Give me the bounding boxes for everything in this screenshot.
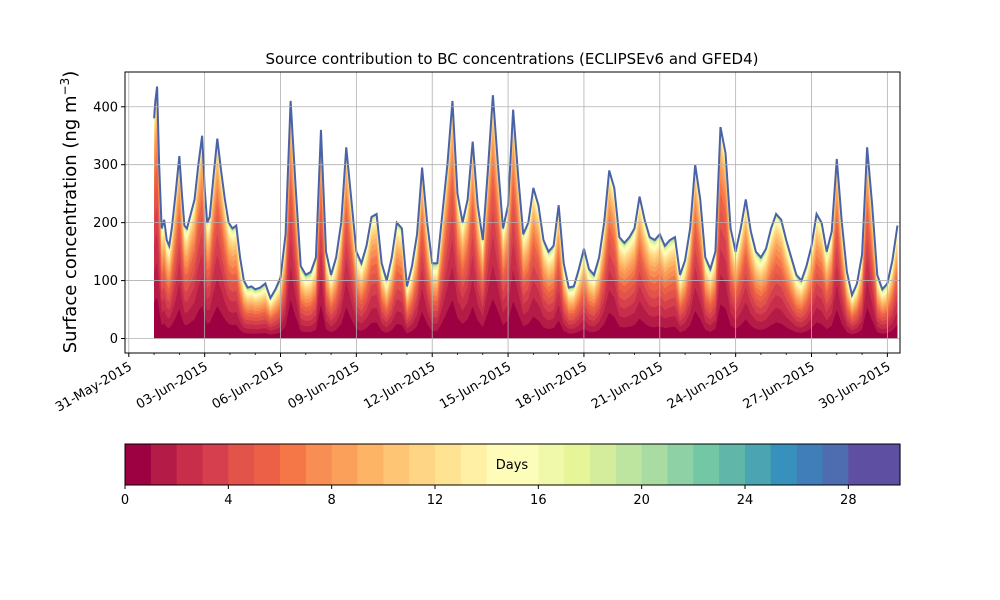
colorbar-cell — [874, 444, 901, 485]
plot-area: 31-May-2015 03-Jun-2015 06-Jun-2015 09-Jun-… — [53, 71, 901, 415]
stacked-area-layers — [154, 86, 898, 339]
x-tick-label: 18-Jun-2015 — [513, 359, 590, 412]
colorbar-cell — [745, 444, 772, 485]
total-concentration-line — [153, 86, 899, 301]
y-axis-label-main: Surface concentration (ng m — [60, 95, 81, 353]
colorbar-cell — [409, 444, 436, 485]
colorbar-frame — [124, 443, 901, 486]
plot-frame — [124, 71, 901, 354]
x-tick-label: 15-Jun-2015 — [437, 359, 514, 412]
colorbar-cell — [254, 444, 281, 485]
colorbar-cell — [615, 444, 643, 485]
colorbar-tick-label: 8 — [328, 493, 336, 508]
x-tick-label: 31-May-2015 — [53, 359, 135, 415]
y-axis-label-sup: −3 — [58, 78, 72, 96]
x-tick-label: 30-Jun-2015 — [817, 359, 894, 412]
colorbar-tick-label: 28 — [840, 493, 857, 508]
colorbar-cell — [357, 444, 384, 485]
y-tick-label: 300 — [93, 158, 118, 173]
colorbar-tick-label: 16 — [530, 493, 547, 508]
colorbar-cell — [667, 444, 694, 485]
colorbar-cell — [564, 444, 591, 485]
y-axis-label: Surface concentration (ng m−3) — [58, 71, 81, 354]
x-tick-label: 06-Jun-2015 — [210, 359, 287, 412]
colorbar-cell — [848, 444, 875, 485]
x-tick-label: 21-Jun-2015 — [589, 359, 666, 412]
colorbar-tick-label: 4 — [224, 493, 232, 508]
y-axis-label-close: ) — [60, 71, 81, 78]
colorbar-cell — [822, 444, 849, 485]
x-tick-label: 09-Jun-2015 — [286, 359, 363, 412]
colorbar-cell — [383, 444, 410, 485]
colorbar-ticks: 0 4 8 12 16 20 24 28 — [121, 485, 857, 508]
x-tick-label: 24-Jun-2015 — [665, 359, 742, 412]
colorbar-label: Days — [496, 458, 529, 473]
stack-layer-1 — [154, 297, 898, 339]
y-tick-label: 100 — [93, 274, 118, 289]
grid-lines — [125, 72, 900, 353]
colorbar-cell — [693, 444, 720, 485]
colorbar-cell — [176, 444, 204, 485]
colorbar-tick-label: 20 — [633, 493, 650, 508]
colorbar-cell — [280, 444, 307, 485]
colorbar-cell — [202, 444, 229, 485]
colorbar-cell — [538, 444, 565, 485]
colorbar-tick-label: 12 — [427, 493, 444, 508]
colorbar-cell — [719, 444, 746, 485]
colorbar-cell — [460, 444, 488, 485]
y-tick-label: 0 — [110, 332, 118, 347]
colorbar-cells — [125, 444, 901, 485]
colorbar-cell — [228, 444, 255, 485]
y-axis-ticks: 0 100 200 300 400 — [93, 100, 125, 347]
colorbar-cell — [305, 444, 333, 485]
colorbar-tick-label: 0 — [121, 493, 129, 508]
chart-title: Source contribution to BC concentrations… — [265, 50, 758, 68]
colorbar-cell — [331, 444, 359, 485]
colorbar-cell — [125, 444, 152, 485]
x-tick-label: 12-Jun-2015 — [361, 359, 438, 412]
colorbar: Days 0 4 8 12 16 20 24 28 — [121, 443, 901, 508]
colorbar-cell — [512, 444, 539, 485]
colorbar-cell — [486, 444, 514, 485]
x-tick-label: 03-Jun-2015 — [134, 359, 211, 412]
stack-layer-3 — [154, 231, 898, 339]
colorbar-tick-label: 24 — [737, 493, 754, 508]
colorbar-cell — [590, 444, 617, 485]
x-axis-ticks: 31-May-2015 03-Jun-2015 06-Jun-2015 09-Jun-… — [53, 353, 893, 415]
y-tick-label: 400 — [93, 100, 118, 115]
colorbar-cell — [641, 444, 669, 485]
colorbar-cell — [150, 444, 178, 485]
stack-layer-2 — [154, 262, 898, 339]
colorbar-cell — [796, 444, 824, 485]
colorbar-cell — [435, 444, 462, 485]
y-tick-label: 200 — [93, 216, 118, 231]
colorbar-cell — [770, 444, 798, 485]
x-tick-label: 27-Jun-2015 — [741, 359, 818, 412]
